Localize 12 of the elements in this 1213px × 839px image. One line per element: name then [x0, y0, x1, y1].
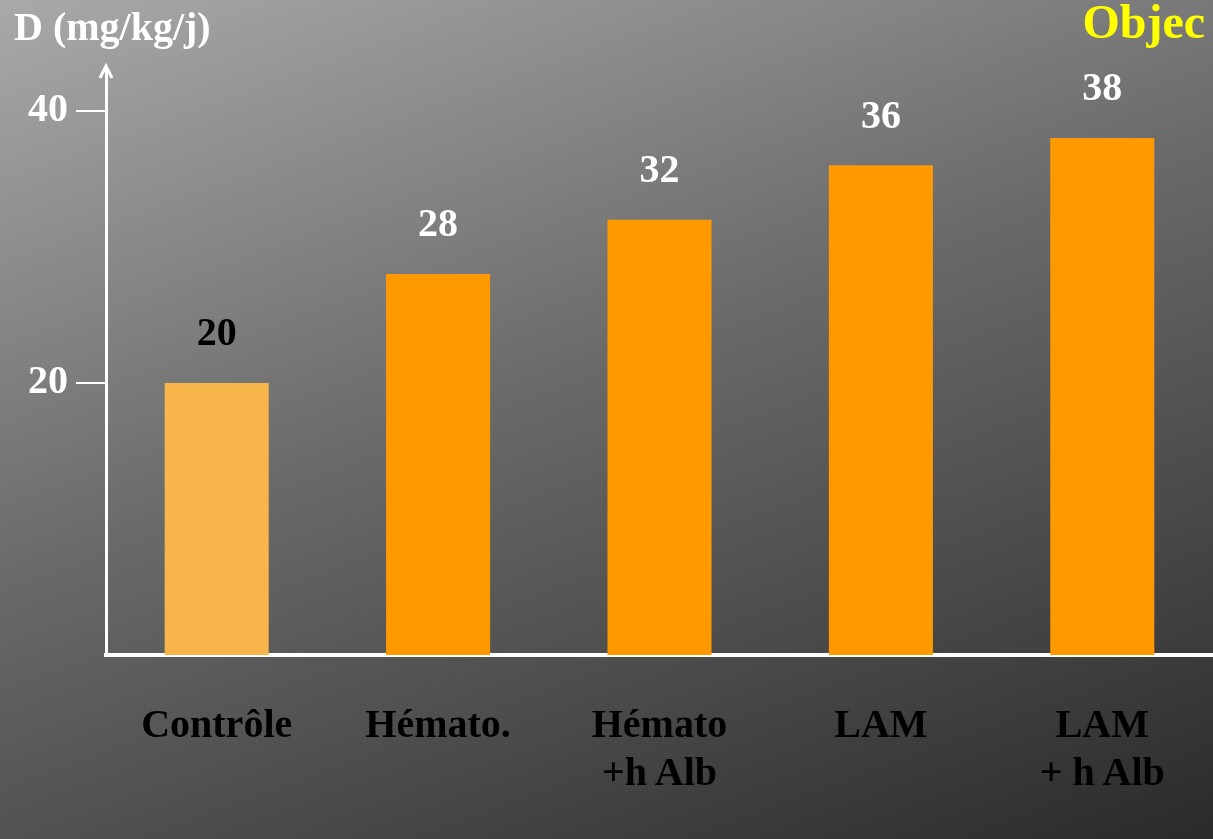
y-axis-title: D (mg/kg/j)	[14, 4, 211, 50]
chart-title: Objec	[1082, 0, 1205, 49]
data-label: 36	[860, 91, 901, 137]
x-tick-label: Contrôle	[141, 701, 293, 747]
data-label: 32	[639, 145, 680, 191]
x-tick-label: Hémato.	[365, 701, 511, 747]
data-label: 20	[196, 309, 237, 355]
data-label: 38	[1082, 64, 1123, 110]
x-tick-label: Hémato +h Alb	[591, 701, 728, 795]
y-tick-label: 40	[28, 85, 68, 131]
x-tick-label: LAM	[834, 701, 928, 747]
data-label: 28	[418, 200, 459, 246]
